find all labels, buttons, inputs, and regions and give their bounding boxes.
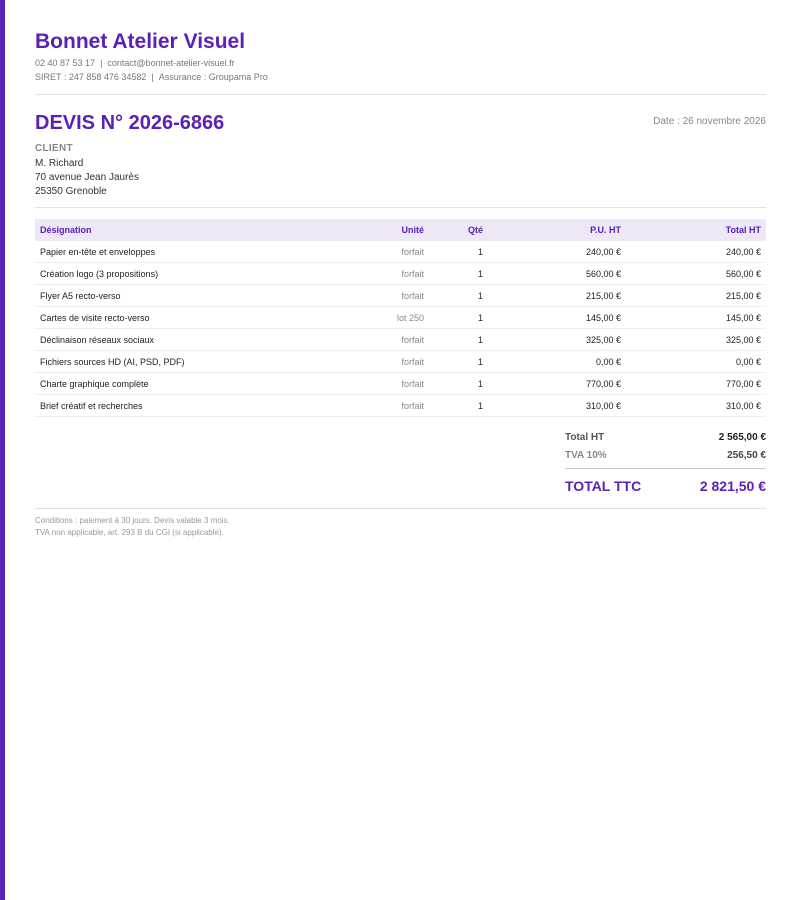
cell-unit: forfait: [345, 241, 429, 263]
cell-designation: Flyer A5 recto-verso: [35, 284, 345, 307]
cell-designation: Cartes de visite recto-verso: [35, 306, 345, 329]
company-siret: SIRET : 247 858 476 34582: [35, 72, 147, 82]
cell-total: 0,00 €: [626, 350, 766, 373]
cell-unit: forfait: [345, 284, 429, 307]
total-ht-label: Total HT: [565, 432, 605, 443]
line-items-table: Désignation Unité Qté P.U. HT Total HT P…: [35, 219, 766, 417]
client-label: CLIENT: [35, 143, 73, 154]
footer-divider: [35, 508, 766, 509]
cell-unit: forfait: [345, 328, 429, 351]
cell-qty: 1: [429, 241, 488, 263]
table-row: Flyer A5 recto-verso forfait 1 215,00 € …: [35, 284, 766, 307]
cell-unit-price: 770,00 €: [488, 372, 626, 395]
client-divider: [35, 207, 766, 208]
header-divider: [35, 94, 766, 95]
cell-qty: 1: [429, 328, 488, 351]
column-header-total: Total HT: [626, 219, 766, 241]
cell-total: 560,00 €: [626, 262, 766, 285]
cell-unit-price: 310,00 €: [488, 394, 626, 417]
cell-qty: 1: [429, 394, 488, 417]
cell-qty: 1: [429, 262, 488, 285]
cell-unit-price: 215,00 €: [488, 284, 626, 307]
column-header-designation: Désignation: [35, 219, 345, 241]
cell-unit: forfait: [345, 262, 429, 285]
table-row: Papier en-tête et enveloppes forfait 1 2…: [35, 241, 766, 263]
cell-qty: 1: [429, 306, 488, 329]
column-header-unit-price: P.U. HT: [488, 219, 626, 241]
client-name: M. Richard: [35, 158, 84, 169]
cell-unit-price: 145,00 €: [488, 306, 626, 329]
table-row: Charte graphique complète forfait 1 770,…: [35, 372, 766, 395]
quote-date: Date : 26 novembre 2026: [653, 116, 766, 127]
table-row: Brief créatif et recherches forfait 1 31…: [35, 394, 766, 417]
table-header-row: Désignation Unité Qté P.U. HT Total HT: [35, 219, 766, 241]
cell-unit: forfait: [345, 350, 429, 373]
total-ttc-label: TOTAL TTC: [565, 478, 642, 494]
company-name: Bonnet Atelier Visuel: [35, 30, 246, 53]
separator: |: [100, 58, 103, 68]
cell-designation: Charte graphique complète: [35, 372, 345, 395]
cell-designation: Papier en-tête et enveloppes: [35, 241, 345, 263]
cell-total: 770,00 €: [626, 372, 766, 395]
cell-total: 240,00 €: [626, 241, 766, 263]
tva-value: 256,50 €: [727, 450, 766, 461]
table-row: Fichiers sources HD (AI, PSD, PDF) forfa…: [35, 350, 766, 373]
conditions-line-2: TVA non applicable, art. 293 B du CGI (s…: [35, 528, 224, 537]
column-header-qty: Qté: [429, 219, 488, 241]
company-insurance: Assurance : Groupama Pro: [158, 72, 268, 82]
cell-unit-price: 325,00 €: [488, 328, 626, 351]
cell-designation: Fichiers sources HD (AI, PSD, PDF): [35, 350, 345, 373]
company-legal-line: SIRET : 247 858 476 34582 | Assurance : Gr…: [35, 72, 268, 82]
cell-unit-price: 240,00 €: [488, 241, 626, 263]
cell-unit: forfait: [345, 372, 429, 395]
cell-designation: Brief créatif et recherches: [35, 394, 345, 417]
cell-unit: forfait: [345, 394, 429, 417]
tva-label: TVA 10%: [565, 450, 607, 461]
company-phone: 02 40 87 53 17: [35, 58, 96, 68]
cell-total: 145,00 €: [626, 306, 766, 329]
cell-unit: lot 250: [345, 306, 429, 329]
quote-title: DEVIS N° 2026-6866: [35, 112, 225, 134]
cell-designation: Création logo (3 propositions): [35, 262, 345, 285]
cell-total: 310,00 €: [626, 394, 766, 417]
cell-qty: 1: [429, 372, 488, 395]
column-header-unit: Unité: [345, 219, 429, 241]
cell-total: 325,00 €: [626, 328, 766, 351]
table-row: Déclinaison réseaux sociaux forfait 1 32…: [35, 328, 766, 351]
cell-total: 215,00 €: [626, 284, 766, 307]
client-address-street: 70 avenue Jean Jaurès: [35, 172, 139, 183]
cell-unit-price: 0,00 €: [488, 350, 626, 373]
total-ht-value: 2 565,00 €: [718, 432, 766, 443]
table-row: Cartes de visite recto-verso lot 250 1 1…: [35, 306, 766, 329]
cell-qty: 1: [429, 350, 488, 373]
total-ttc-value: 2 821,50 €: [699, 478, 766, 494]
table-row: Création logo (3 propositions) forfait 1…: [35, 262, 766, 285]
cell-designation: Déclinaison réseaux sociaux: [35, 328, 345, 351]
totals-divider: [565, 468, 766, 469]
conditions-line-1: Conditions : paiement à 30 jours. Devis …: [35, 516, 230, 525]
cell-unit-price: 560,00 €: [488, 262, 626, 285]
cell-qty: 1: [429, 284, 488, 307]
company-email: contact@bonnet-atelier-visuel.fr: [107, 58, 235, 68]
separator: |: [151, 72, 154, 82]
company-contact-line: 02 40 87 53 17 | contact@bonnet-atelier-vi…: [35, 58, 235, 68]
client-address-city: 25350 Grenoble: [35, 186, 107, 197]
